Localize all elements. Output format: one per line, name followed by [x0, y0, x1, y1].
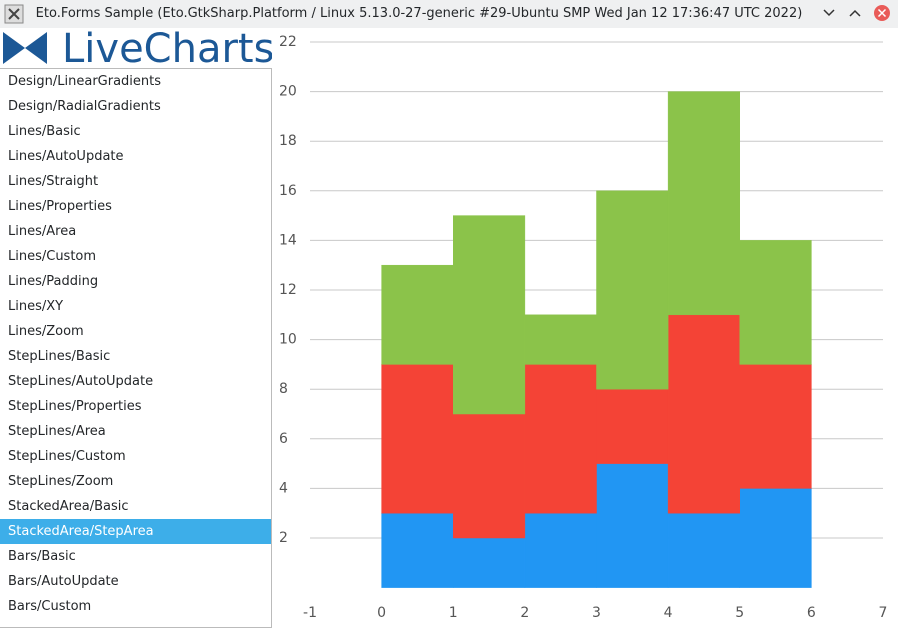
y-tick-label: 10 — [279, 332, 297, 348]
list-item[interactable]: StepLines/Zoom — [8, 474, 114, 489]
sample-list: Design/LinearGradients Design/RadialGradi… — [0, 68, 272, 628]
step-segment — [667, 314, 740, 514]
list-item[interactable]: Bars/AutoUpdate — [8, 574, 119, 589]
window-controls — [823, 5, 890, 21]
step-segment — [381, 512, 454, 588]
list-item[interactable]: Lines/Basic — [8, 124, 81, 139]
list-item[interactable]: Lines/Area — [8, 224, 77, 239]
y-tick-label: 20 — [279, 84, 297, 100]
y-tick-label: 14 — [279, 232, 297, 248]
x-tick-label: 7 — [879, 605, 888, 621]
y-tick-label: 12 — [279, 282, 297, 298]
x-tick-label: 5 — [735, 605, 744, 621]
y-tick-label: 18 — [279, 133, 297, 149]
step-segment — [667, 91, 740, 316]
y-tick-label: 4 — [279, 480, 288, 496]
step-segment — [453, 537, 526, 588]
list-item[interactable]: StepLines/Area — [8, 424, 106, 439]
step-segment — [596, 463, 669, 588]
step-segment — [453, 215, 526, 415]
list-item[interactable]: Lines/XY — [8, 299, 64, 314]
step-segment — [524, 364, 597, 514]
logo-text: LiveCharts — [62, 28, 272, 68]
list-item[interactable]: StackedArea/Basic — [8, 499, 129, 514]
x-tick-label: 6 — [807, 605, 816, 621]
x-tick-label: 1 — [449, 605, 458, 621]
x-tick-label: 2 — [520, 605, 529, 621]
list-item[interactable]: Lines/Padding — [8, 274, 99, 289]
x-tick-label: 0 — [377, 605, 386, 621]
y-tick-label: 6 — [279, 431, 288, 447]
step-segment — [453, 413, 526, 539]
list-item[interactable]: Lines/Properties — [8, 199, 112, 214]
close-button[interactable] — [874, 5, 890, 21]
list-item[interactable]: StepLines/Properties — [8, 399, 142, 414]
list-item[interactable]: Bars/Basic — [8, 549, 76, 564]
y-tick-label: 16 — [279, 183, 297, 199]
step-segment — [596, 190, 669, 390]
list-item[interactable]: Bars/Custom — [8, 599, 92, 614]
maximize-button[interactable] — [849, 9, 861, 17]
x-tick-label: 3 — [592, 605, 601, 621]
step-segment — [524, 314, 597, 365]
list-item[interactable]: StepLines/AutoUpdate — [8, 374, 154, 389]
step-segment — [667, 512, 740, 588]
title-bar: Eto.Forms Sample (Eto.GtkSharp.Platform … — [0, 0, 898, 28]
list-item[interactable]: Lines/AutoUpdate — [8, 149, 124, 164]
step-segment — [381, 364, 454, 514]
list-item[interactable]: Design/RadialGradients — [8, 99, 161, 114]
step-segment — [596, 388, 669, 464]
app-icon — [4, 4, 24, 24]
list-item[interactable]: StackedArea/StepArea — [0, 519, 271, 544]
window-title: Eto.Forms Sample (Eto.GtkSharp.Platform … — [35, 6, 803, 21]
list-item[interactable]: StepLines/Basic — [8, 349, 111, 364]
list-item[interactable]: Lines/Custom — [8, 249, 97, 264]
step-segment — [739, 364, 812, 489]
step-segment — [381, 264, 454, 365]
x-tick-label: 4 — [664, 605, 673, 621]
list-item[interactable]: Lines/Straight — [8, 174, 99, 189]
minimize-button[interactable] — [823, 9, 835, 17]
list-item[interactable]: Design/LinearGradients — [8, 74, 162, 89]
y-tick-label: 2 — [279, 530, 288, 546]
list-item[interactable]: StepLines/Custom — [8, 449, 126, 464]
y-tick-label: 8 — [279, 381, 288, 397]
step-segment — [739, 240, 812, 365]
step-segment — [739, 488, 812, 588]
step-segment — [524, 512, 597, 588]
y-tick-label: 22 — [279, 34, 297, 50]
x-tick-label: -1 — [303, 605, 317, 621]
logo: LiveCharts — [3, 28, 272, 68]
list-item[interactable]: Lines/Zoom — [8, 324, 84, 339]
